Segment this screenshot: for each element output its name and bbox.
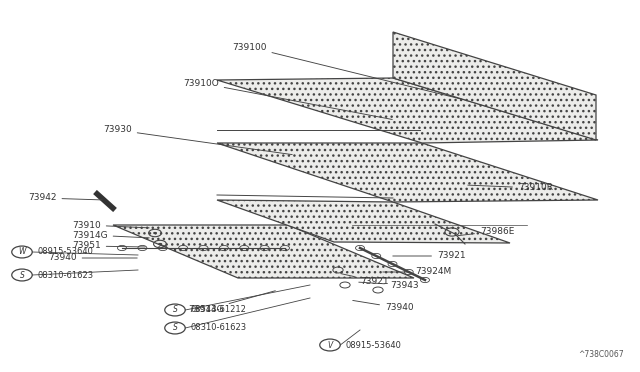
Text: W: W (19, 247, 26, 257)
Text: V: V (328, 340, 333, 350)
Text: ^738C0067: ^738C0067 (579, 350, 624, 359)
Circle shape (153, 232, 157, 234)
Text: 73910O: 73910O (183, 78, 392, 119)
Text: 73921: 73921 (393, 251, 466, 260)
Text: 73930: 73930 (103, 125, 292, 155)
Text: 73942: 73942 (28, 193, 102, 202)
Text: 08310-61623: 08310-61623 (190, 324, 246, 333)
Text: 73943: 73943 (359, 280, 419, 289)
Text: 08310-61623: 08310-61623 (37, 270, 93, 279)
Text: 73940: 73940 (353, 301, 413, 312)
Text: 73914G: 73914G (72, 231, 149, 240)
Polygon shape (113, 225, 414, 278)
Circle shape (158, 243, 162, 245)
Polygon shape (217, 143, 598, 202)
Text: 73924M: 73924M (383, 267, 451, 276)
Text: S: S (173, 305, 177, 314)
Text: 08915-53640: 08915-53640 (37, 247, 93, 257)
Text: 73914G: 73914G (188, 291, 275, 314)
Polygon shape (393, 32, 596, 140)
Text: 73951: 73951 (72, 241, 145, 250)
Polygon shape (217, 200, 510, 243)
Text: 73986E: 73986E (458, 227, 515, 236)
Text: S: S (20, 270, 24, 279)
Text: 73910R: 73910R (468, 183, 553, 192)
Text: 73940: 73940 (48, 253, 137, 263)
Text: 739100: 739100 (232, 42, 462, 99)
Text: 73921: 73921 (340, 273, 388, 285)
Text: 08915-53640: 08915-53640 (346, 340, 401, 350)
Text: 08543-61212: 08543-61212 (190, 305, 246, 314)
Text: S: S (173, 324, 177, 333)
Polygon shape (217, 78, 598, 143)
Text: 73910: 73910 (72, 221, 149, 230)
